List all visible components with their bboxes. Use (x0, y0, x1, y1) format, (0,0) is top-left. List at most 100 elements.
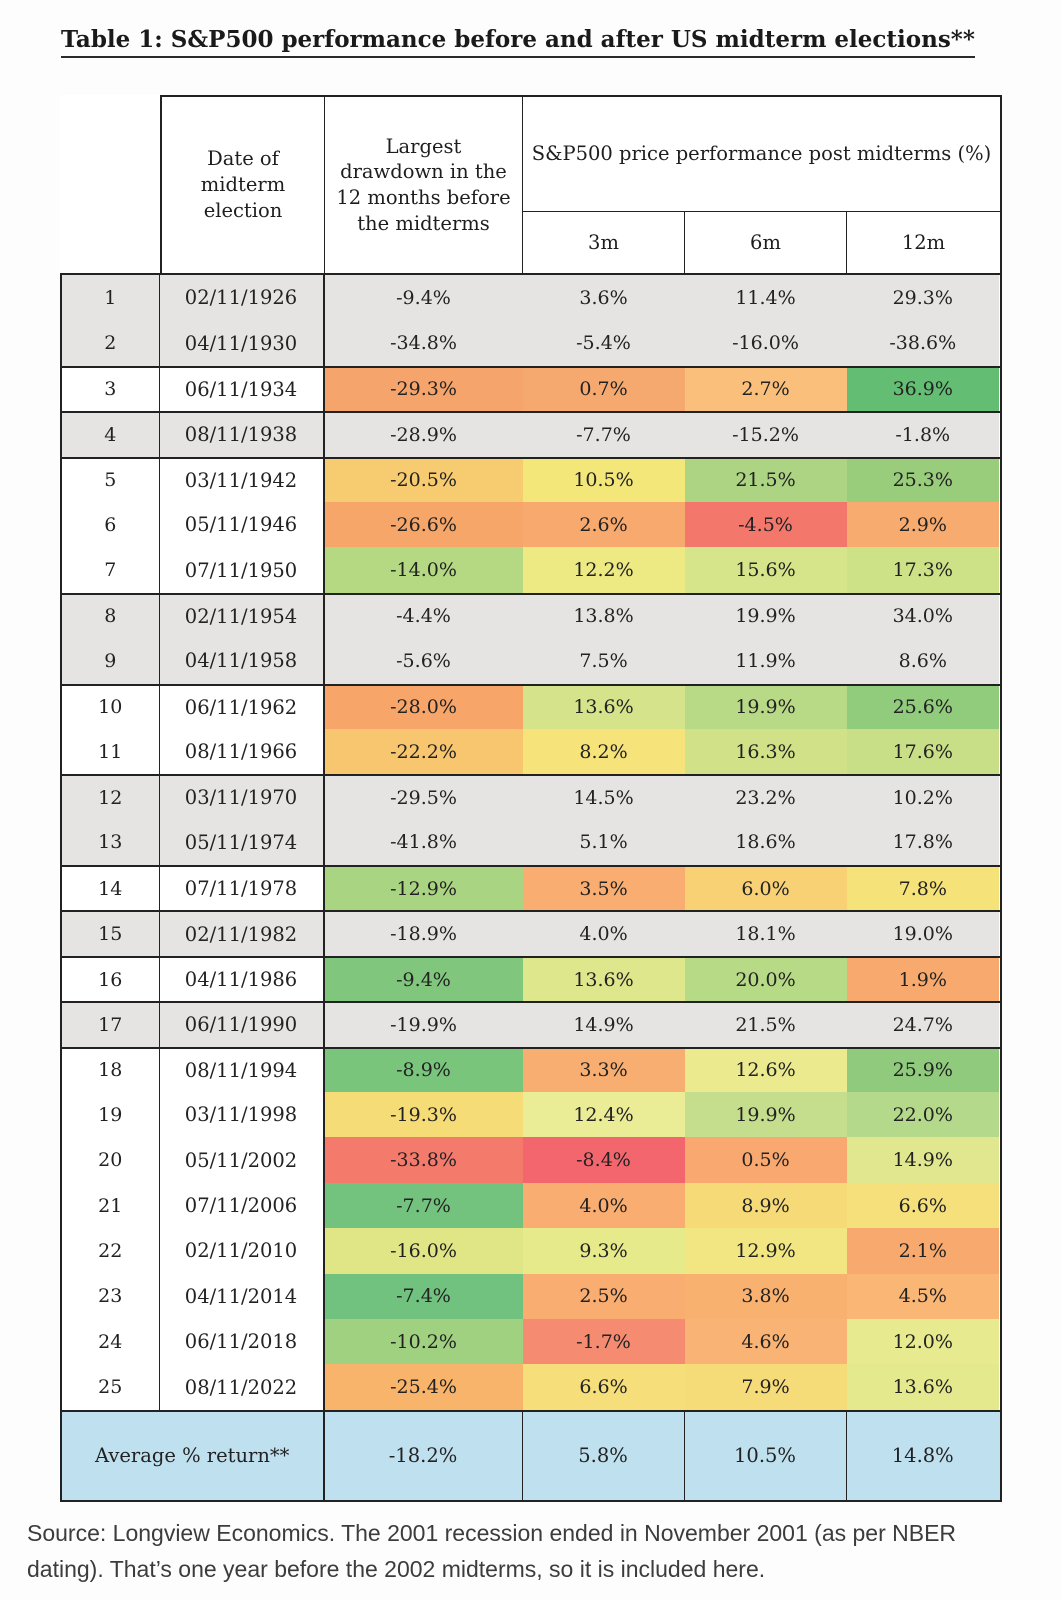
value-3m-cell: 13.8% (522, 594, 685, 639)
row-number-cell: 12 (62, 776, 160, 820)
row-number-cell: 16 (62, 957, 160, 1002)
table-row: 2 04/11/1930 -34.8% -5.4% -16.0% -38.6% (62, 320, 1000, 366)
row-number-cell: 11 (62, 728, 160, 775)
value-3m-cell: -8.4% (522, 1137, 685, 1183)
value-3m-cell: 3.6% (522, 275, 685, 321)
average-label-cell: Average % return** (62, 1411, 325, 1500)
table-row: 8 02/11/1954 -4.4% 13.8% 19.9% 34.0% (62, 592, 1000, 639)
table-row: 24 06/11/2018 -10.2% -1.7% 4.6% 12.0% (62, 1318, 1000, 1365)
value-6m-cell: 12.6% (684, 1048, 847, 1093)
date-cell: 07/11/1950 (159, 547, 325, 593)
value-12m-cell: 34.0% (846, 594, 999, 639)
row-number-cell: 24 (62, 1318, 160, 1365)
value-12m-cell: 25.6% (846, 685, 999, 729)
value-3m-cell: 6.6% (522, 1364, 685, 1410)
row-number-cell: 20 (62, 1137, 160, 1183)
date-cell: 03/11/1998 (159, 1092, 325, 1138)
value-3m-cell: 2.6% (522, 501, 685, 548)
row-number-cell: 1 (62, 275, 160, 321)
value-3m-cell: 3.5% (522, 867, 685, 911)
average-6m-cell: 10.5% (685, 1411, 847, 1500)
row-number-cell: 13 (62, 819, 160, 866)
value-3m-cell: 13.6% (522, 957, 685, 1002)
drawdown-cell: -28.9% (324, 413, 523, 457)
value-12m-cell: 1.9% (846, 957, 999, 1002)
row-number-cell: 3 (62, 367, 160, 412)
value-12m-cell: 2.9% (846, 501, 999, 548)
drawdown-cell: -41.8% (324, 819, 523, 866)
value-6m-cell: -16.0% (684, 320, 847, 366)
value-3m-cell: -7.7% (522, 413, 685, 457)
average-drawdown-cell: -18.2% (325, 1411, 523, 1500)
row-number-cell: 4 (62, 413, 160, 457)
value-6m-cell: 2.7% (684, 367, 847, 412)
date-cell: 07/11/2006 (159, 1182, 325, 1229)
table-row: 11 08/11/1966 -22.2% 8.2% 16.3% 17.6% (62, 728, 1000, 775)
value-6m-cell: 19.9% (684, 594, 847, 639)
date-cell: 06/11/1934 (159, 367, 325, 412)
value-12m-cell: 8.6% (846, 638, 999, 684)
midterm-performance-table: Date of midterm election Largest drawdow… (60, 95, 1002, 1502)
value-12m-cell: 6.6% (846, 1182, 999, 1229)
value-6m-cell: 21.5% (684, 1003, 847, 1047)
table-row: 6 05/11/1946 -26.6% 2.6% -4.5% 2.9% (62, 501, 1000, 548)
date-cell: 08/11/1994 (159, 1048, 325, 1093)
date-cell: 04/11/1986 (159, 957, 325, 1002)
date-cell: 08/11/2022 (159, 1364, 325, 1410)
value-3m-cell: 13.6% (522, 685, 685, 729)
row-number-cell: 9 (62, 638, 160, 684)
table-row: 4 08/11/1938 -28.9% -7.7% -15.2% -1.8% (62, 411, 1000, 457)
header-spacer (60, 95, 160, 273)
value-12m-cell: 25.9% (846, 1048, 999, 1093)
table-body: 1 02/11/1926 -9.4% 3.6% 11.4% 29.3% 2 04/11/193… (60, 273, 1002, 1410)
table-row: 9 04/11/1958 -5.6% 7.5% 11.9% 8.6% (62, 638, 1000, 684)
row-number-cell: 18 (62, 1048, 160, 1093)
value-3m-cell: 2.5% (522, 1273, 685, 1319)
header-3m: 3m (523, 212, 685, 273)
value-6m-cell: 6.0% (684, 867, 847, 911)
table-row: 16 04/11/1986 -9.4% 13.6% 20.0% 1.9% (62, 955, 1000, 1002)
drawdown-cell: -25.4% (324, 1364, 523, 1410)
value-6m-cell: 23.2% (684, 776, 847, 820)
value-12m-cell: 13.6% (846, 1364, 999, 1410)
header-subrow: 3m 6m 12m (523, 212, 1002, 273)
value-12m-cell: 14.9% (846, 1137, 999, 1183)
drawdown-cell: -19.9% (324, 1003, 523, 1047)
table-row: 20 05/11/2002 -33.8% -8.4% 0.5% 14.9% (62, 1137, 1000, 1183)
drawdown-cell: -18.9% (324, 912, 523, 956)
value-3m-cell: 12.2% (522, 547, 685, 593)
table-row: 18 08/11/1994 -8.9% 3.3% 12.6% 25.9% (62, 1046, 1000, 1093)
value-3m-cell: 3.3% (522, 1048, 685, 1093)
date-cell: 07/11/1978 (159, 867, 325, 911)
drawdown-cell: -14.0% (324, 547, 523, 593)
date-cell: 06/11/2018 (159, 1318, 325, 1365)
drawdown-cell: -9.4% (324, 275, 523, 321)
drawdown-cell: -4.4% (324, 594, 523, 639)
value-3m-cell: 12.4% (522, 1092, 685, 1138)
date-cell: 04/11/1958 (159, 638, 325, 684)
row-number-cell: 19 (62, 1092, 160, 1138)
row-number-cell: 21 (62, 1182, 160, 1229)
table-row: 7 07/11/1950 -14.0% 12.2% 15.6% 17.3% (62, 547, 1000, 593)
value-3m-cell: 10.5% (522, 458, 685, 502)
value-6m-cell: 7.9% (684, 1364, 847, 1410)
value-3m-cell: 9.3% (522, 1228, 685, 1274)
table-row: 21 07/11/2006 -7.7% 4.0% 8.9% 6.6% (62, 1182, 1000, 1229)
value-12m-cell: 17.6% (846, 728, 999, 775)
table-row: 1 02/11/1926 -9.4% 3.6% 11.4% 29.3% (62, 275, 1000, 321)
header-6m: 6m (685, 212, 847, 273)
value-6m-cell: 19.9% (684, 1092, 847, 1138)
date-cell: 05/11/1974 (159, 819, 325, 866)
value-6m-cell: 18.1% (684, 912, 847, 956)
row-number-cell: 5 (62, 458, 160, 502)
value-6m-cell: 11.9% (684, 638, 847, 684)
date-cell: 03/11/1970 (159, 776, 325, 820)
drawdown-cell: -5.6% (324, 638, 523, 684)
value-12m-cell: 17.3% (846, 547, 999, 593)
average-3m-cell: 5.8% (523, 1411, 685, 1500)
row-number-cell: 8 (62, 594, 160, 639)
value-3m-cell: 0.7% (522, 367, 685, 412)
drawdown-cell: -26.6% (324, 501, 523, 548)
drawdown-cell: -8.9% (324, 1048, 523, 1093)
table-row: 12 03/11/1970 -29.5% 14.5% 23.2% 10.2% (62, 774, 1000, 820)
